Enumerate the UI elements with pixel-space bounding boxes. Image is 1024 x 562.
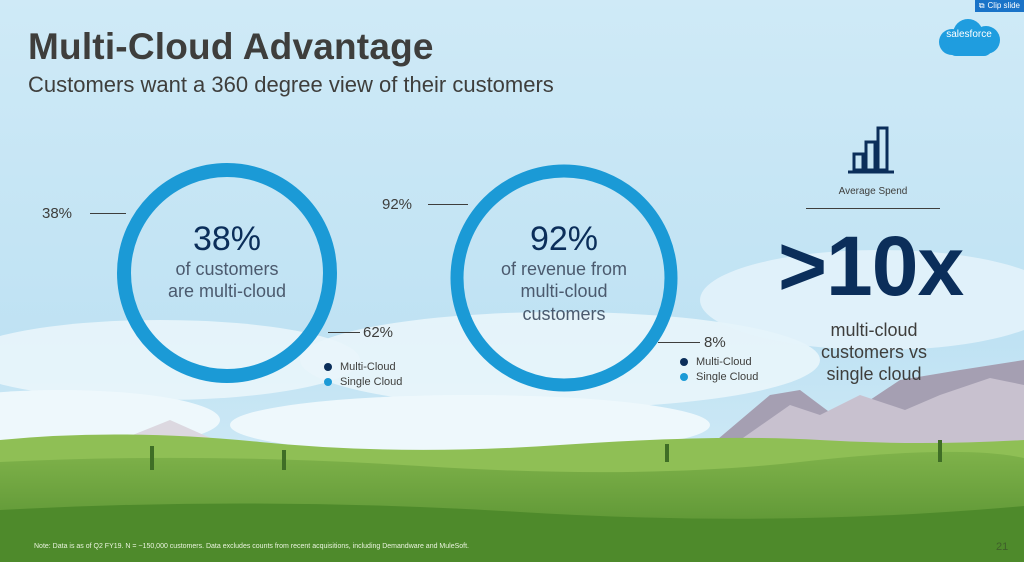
average-spend-label: Average Spend	[838, 186, 908, 197]
donut1-multi-label: 38%	[42, 205, 73, 222]
donut-chart-customers	[117, 163, 337, 383]
legend-multi-dot	[324, 362, 332, 371]
donut-chart-revenue	[450, 164, 678, 392]
donut-single-segment	[117, 163, 337, 383]
donut-single-segment	[450, 164, 678, 392]
clip-icon: ⧉	[978, 1, 985, 10]
slide-subtitle: Customers want a 360 degree view of thei…	[28, 72, 554, 97]
spend-divider	[806, 208, 940, 209]
donut1-line1: of customers	[175, 258, 279, 279]
legend-single-label: Single Cloud	[340, 375, 403, 388]
legend-multi-label: Multi-Cloud	[696, 355, 752, 368]
donut1-legend: Multi-Cloud Single Cloud	[324, 359, 402, 389]
spend-line2: customers vs	[820, 341, 928, 362]
donut2-multi-label: 92%	[382, 196, 413, 213]
donut1-big-value: 38%	[192, 220, 262, 258]
clip-slide-label: Clip slide	[987, 1, 1020, 10]
footnote: Note: Data is as of Q2 FY19. N = ~150,00…	[34, 543, 470, 550]
donut2-legend: Multi-Cloud Single Cloud	[680, 354, 758, 384]
spend-description: multi-cloud customers vs single cloud	[788, 320, 960, 386]
donut2-line2: multi-cloud	[520, 281, 608, 302]
slide-title: Multi-Cloud Advantage	[28, 26, 434, 67]
logo-text: salesforce	[946, 29, 992, 40]
donut1-center: 38% of customers are multi-cloud	[127, 220, 327, 303]
legend-multi-dot	[680, 357, 688, 366]
donut2-line3: customers	[522, 303, 606, 324]
donut2-line1: of revenue from	[500, 258, 628, 279]
donut2-big-value: 92%	[529, 220, 599, 258]
spend-line1: multi-cloud	[830, 320, 918, 340]
donut2-center: 92% of revenue from multi-cloud customer…	[464, 220, 664, 325]
legend-multi-label: Multi-Cloud	[340, 360, 396, 373]
donut1-single-label: 62%	[363, 324, 394, 341]
spend-multiplier: >10x	[778, 219, 964, 313]
legend-single-dot	[324, 377, 332, 386]
legend-single-dot	[680, 372, 688, 381]
bar-chart-icon	[848, 126, 894, 174]
donut2-single-label: 8%	[704, 334, 726, 351]
legend-single-label: Single Cloud	[696, 370, 759, 383]
donut1-single-leader	[328, 332, 360, 333]
salesforce-cloud-logo	[939, 19, 1000, 56]
donut2-single-leader	[658, 342, 700, 343]
donut1-multi-leader	[90, 213, 126, 214]
donut2-multi-leader	[428, 204, 468, 205]
clip-slide-button[interactable]: ⧉ Clip slide	[974, 0, 1024, 12]
page-number: 21	[996, 541, 1009, 553]
spend-line3: single cloud	[826, 363, 922, 384]
donut1-line2: are multi-cloud	[167, 281, 287, 302]
